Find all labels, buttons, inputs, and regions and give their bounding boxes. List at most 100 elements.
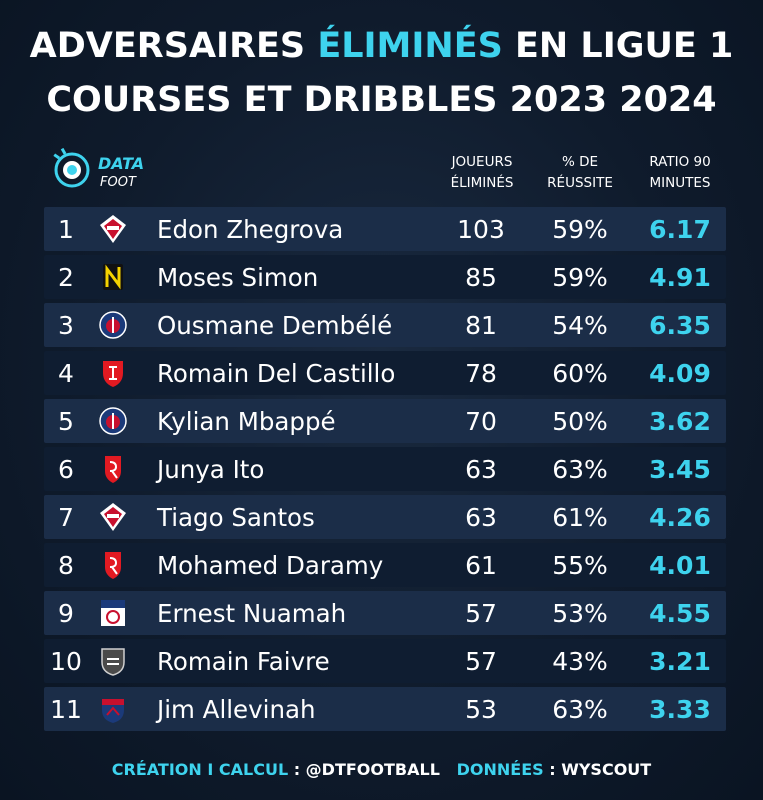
ratio-90-value: 3.33: [649, 695, 711, 724]
player-name: Ernest Nuamah: [157, 599, 347, 628]
joueurs-elimines-value: 63: [465, 455, 497, 484]
joueurs-elimines-value: 61: [465, 551, 497, 580]
ratio-90-value: 4.91: [649, 263, 711, 292]
rank-label: 5: [58, 407, 74, 436]
column-header-line: RATIO 90: [649, 154, 711, 170]
table-row: 10 Romain Faivre 57 43% 3.21: [44, 639, 726, 683]
chart-title-line1: ADVERSAIRES ÉLIMINÉS EN LIGUE 1: [0, 26, 763, 66]
joueurs-elimines-value: 85: [465, 263, 497, 292]
player-name: Romain Del Castillo: [157, 359, 396, 388]
rank-label: 8: [58, 551, 74, 580]
table-row: 3 Ousmane Dembélé 81 54% 6.35: [44, 303, 726, 347]
data-foot-logo: DATA FOOT: [52, 147, 172, 198]
ratio-90-value: 3.45: [649, 455, 711, 484]
rank-label: 7: [58, 503, 74, 532]
pct-reussite-value: 54%: [552, 311, 608, 340]
credit-value: : @DTFOOTBALL: [288, 760, 440, 779]
joueurs-elimines-value: 57: [465, 599, 497, 628]
joueurs-elimines-value: 81: [465, 311, 497, 340]
ratio-90-value: 4.55: [649, 599, 711, 628]
player-name: Moses Simon: [157, 263, 319, 292]
pct-reussite-value: 59%: [552, 215, 608, 244]
player-name: Mohamed Daramy: [157, 551, 384, 580]
table-row: 8 Mohamed Daramy 61 55% 4.01: [44, 543, 726, 587]
table-row: 4 Romain Del Castillo 78 60% 4.09: [44, 351, 726, 395]
nantes-crest-icon: [98, 261, 128, 293]
rank-label: 1: [58, 215, 74, 244]
column-header-line: ÉLIMINÉS: [450, 175, 514, 191]
reims-crest-icon: [98, 453, 128, 485]
reims-crest-icon: [98, 549, 128, 581]
rank-label: 6: [58, 455, 74, 484]
joueurs-elimines-value: 103: [457, 215, 505, 244]
pct-reussite-value: 63%: [552, 695, 608, 724]
ranking-table: 1 Edon Zhegrova 103 59% 6.17 2 Moses Simon 85 59…: [44, 207, 726, 735]
joueurs-elimines-value: 63: [465, 503, 497, 532]
lyon-crest-icon: [98, 597, 128, 629]
rank-label: 2: [58, 263, 74, 292]
column-header-ratio: RATIO 90 MINUTES: [632, 152, 728, 194]
brest-crest-icon: [98, 357, 128, 389]
lille-crest-icon: [98, 501, 128, 533]
column-header-line: % DE: [561, 154, 599, 170]
player-name: Jim Allevinah: [157, 695, 316, 724]
ratio-90-value: 6.17: [649, 215, 711, 244]
clermont-crest-icon: [98, 693, 128, 725]
joueurs-elimines-value: 78: [465, 359, 497, 388]
column-header-line: RÉUSSITE: [547, 175, 613, 191]
player-name: Kylian Mbappé: [157, 407, 336, 436]
psg-crest-icon: [98, 405, 128, 437]
player-name: Edon Zhegrova: [157, 215, 344, 244]
ratio-90-value: 4.26: [649, 503, 711, 532]
column-header-line: MINUTES: [649, 175, 711, 191]
pct-reussite-value: 50%: [552, 407, 608, 436]
rank-label: 11: [50, 695, 82, 724]
lorient-crest-icon: [98, 645, 128, 677]
logo-subtext: FOOT: [100, 175, 136, 190]
pct-reussite-value: 60%: [552, 359, 608, 388]
table-row: 7 Tiago Santos 63 61% 4.26: [44, 495, 726, 539]
pct-reussite-value: 63%: [552, 455, 608, 484]
player-name: Romain Faivre: [157, 647, 330, 676]
credit-label: CRÉATION I CALCUL: [111, 760, 289, 779]
player-name: Junya Ito: [157, 455, 265, 484]
rank-label: 3: [58, 311, 74, 340]
lille-crest-icon: [98, 213, 128, 245]
player-name: Ousmane Dembélé: [157, 311, 393, 340]
pct-reussite-value: 53%: [552, 599, 608, 628]
ratio-90-value: 3.21: [649, 647, 711, 676]
column-header-pct: % DE RÉUSSITE: [540, 152, 620, 194]
title-part-end: EN LIGUE 1: [502, 26, 734, 66]
target-logo-icon: [53, 147, 90, 188]
credits-footer: CRÉATION I CALCUL : @DTFOOTBALL DONNÉES …: [0, 760, 763, 779]
ratio-90-value: 4.01: [649, 551, 711, 580]
table-row: 6 Junya Ito 63 63% 3.45: [44, 447, 726, 491]
player-name: Tiago Santos: [157, 503, 315, 532]
psg-crest-icon: [98, 309, 128, 341]
table-row: 2 Moses Simon 85 59% 4.91: [44, 255, 726, 299]
title-accent: ÉLIMINÉS: [317, 26, 503, 66]
source-value: : WYSCOUT: [543, 760, 652, 779]
pct-reussite-value: 61%: [552, 503, 608, 532]
pct-reussite-value: 55%: [552, 551, 608, 580]
rank-label: 10: [50, 647, 82, 676]
column-header-line: JOUEURS: [451, 154, 513, 170]
pct-reussite-value: 59%: [552, 263, 608, 292]
table-row: 9 Ernest Nuamah 57 53% 4.55: [44, 591, 726, 635]
rank-label: 9: [58, 599, 74, 628]
source-label: DONNÉES: [456, 760, 544, 779]
ratio-90-value: 6.35: [649, 311, 711, 340]
table-row: 5 Kylian Mbappé 70 50% 3.62: [44, 399, 726, 443]
rank-label: 4: [58, 359, 74, 388]
title-part: ADVERSAIRES: [29, 26, 318, 66]
column-header-joueurs: JOUEURS ÉLIMINÉS: [436, 152, 528, 194]
logo-text: DATA: [98, 154, 145, 173]
ratio-90-value: 3.62: [649, 407, 711, 436]
chart-title-line2: COURSES ET DRIBBLES 2023 2024: [46, 80, 717, 120]
joueurs-elimines-value: 53: [465, 695, 497, 724]
pct-reussite-value: 43%: [552, 647, 608, 676]
table-row: 11 Jim Allevinah 53 63% 3.33: [44, 687, 726, 731]
joueurs-elimines-value: 57: [465, 647, 497, 676]
joueurs-elimines-value: 70: [465, 407, 497, 436]
ratio-90-value: 4.09: [649, 359, 711, 388]
